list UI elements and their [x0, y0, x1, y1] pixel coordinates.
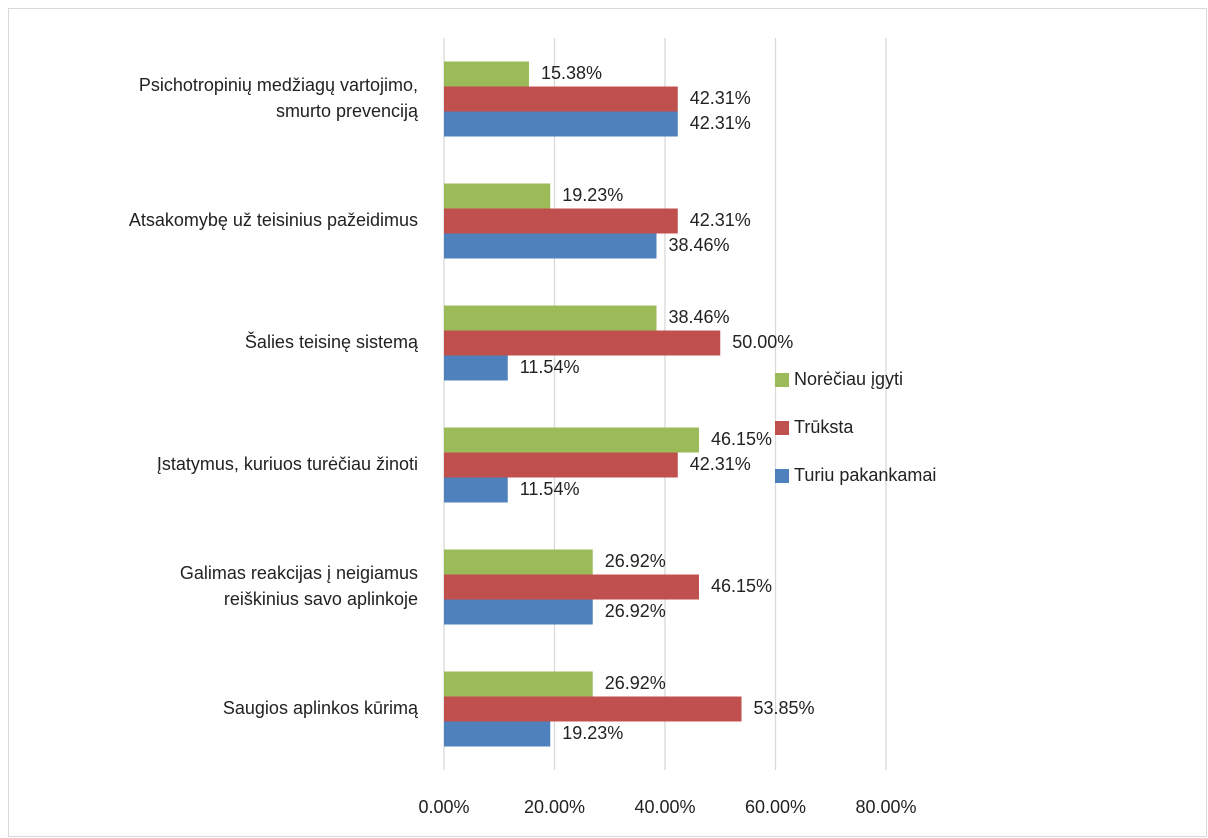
- data-label: 53.85%: [754, 698, 815, 718]
- legend-swatch: [775, 421, 789, 435]
- category-label: Saugios aplinkos kūrimą: [223, 698, 419, 718]
- legend-swatch: [775, 373, 789, 387]
- legend-label: Norėčiau įgyti: [794, 369, 903, 389]
- category-label: Atsakomybę už teisinius pažeidimus: [129, 210, 418, 230]
- bar: [444, 574, 699, 600]
- category-label: Psichotropinių medžiagų vartojimo, smurto…: [139, 75, 419, 121]
- data-label: 26.92%: [605, 551, 666, 571]
- bar: [444, 61, 529, 87]
- x-tick-label: 40.00%: [634, 797, 695, 817]
- x-tick-label: 20.00%: [524, 797, 585, 817]
- bar: [444, 549, 593, 575]
- bar: [444, 111, 678, 137]
- data-label: 38.46%: [668, 235, 729, 255]
- bar: [444, 452, 678, 478]
- data-label: 46.15%: [711, 429, 772, 449]
- bar: [444, 86, 678, 112]
- data-label: 19.23%: [562, 723, 623, 743]
- category-label: Įstatymus, kuriuos turėčiau žinoti: [157, 454, 418, 474]
- bar: [444, 330, 721, 356]
- category-label: Šalies teisinę sistemą: [245, 331, 419, 352]
- bar: [444, 599, 593, 625]
- data-label: 42.31%: [690, 88, 751, 108]
- bar: [444, 355, 508, 381]
- bar: [444, 183, 551, 209]
- data-label: 19.23%: [562, 185, 623, 205]
- legend-label: Trūksta: [794, 417, 854, 437]
- data-label: 26.92%: [605, 673, 666, 693]
- bar: [444, 696, 742, 722]
- bar: [444, 477, 508, 503]
- data-label: 38.46%: [668, 307, 729, 327]
- data-label: 46.15%: [711, 576, 772, 596]
- data-label: 11.54%: [520, 479, 580, 499]
- bar: [444, 721, 551, 747]
- data-label: 15.38%: [541, 63, 602, 83]
- data-label: 42.31%: [690, 210, 751, 230]
- data-label: 42.31%: [690, 113, 751, 133]
- x-tick-label: 60.00%: [745, 797, 806, 817]
- x-tick-label: 0.00%: [418, 797, 469, 817]
- data-label: 11.54%: [520, 357, 580, 377]
- x-tick-label: 80.00%: [855, 797, 916, 817]
- legend-label: Turiu pakankamai: [794, 465, 936, 485]
- data-label: 50.00%: [732, 332, 793, 352]
- bar: [444, 208, 678, 234]
- category-label: Galimas reakcijas į neigiamus reiškinius …: [180, 563, 418, 609]
- bar: [444, 233, 657, 259]
- data-label: 26.92%: [605, 601, 666, 621]
- bar: [444, 671, 593, 697]
- data-label: 42.31%: [690, 454, 751, 474]
- bar: [444, 305, 657, 331]
- bar: [444, 427, 699, 453]
- legend-swatch: [775, 469, 789, 483]
